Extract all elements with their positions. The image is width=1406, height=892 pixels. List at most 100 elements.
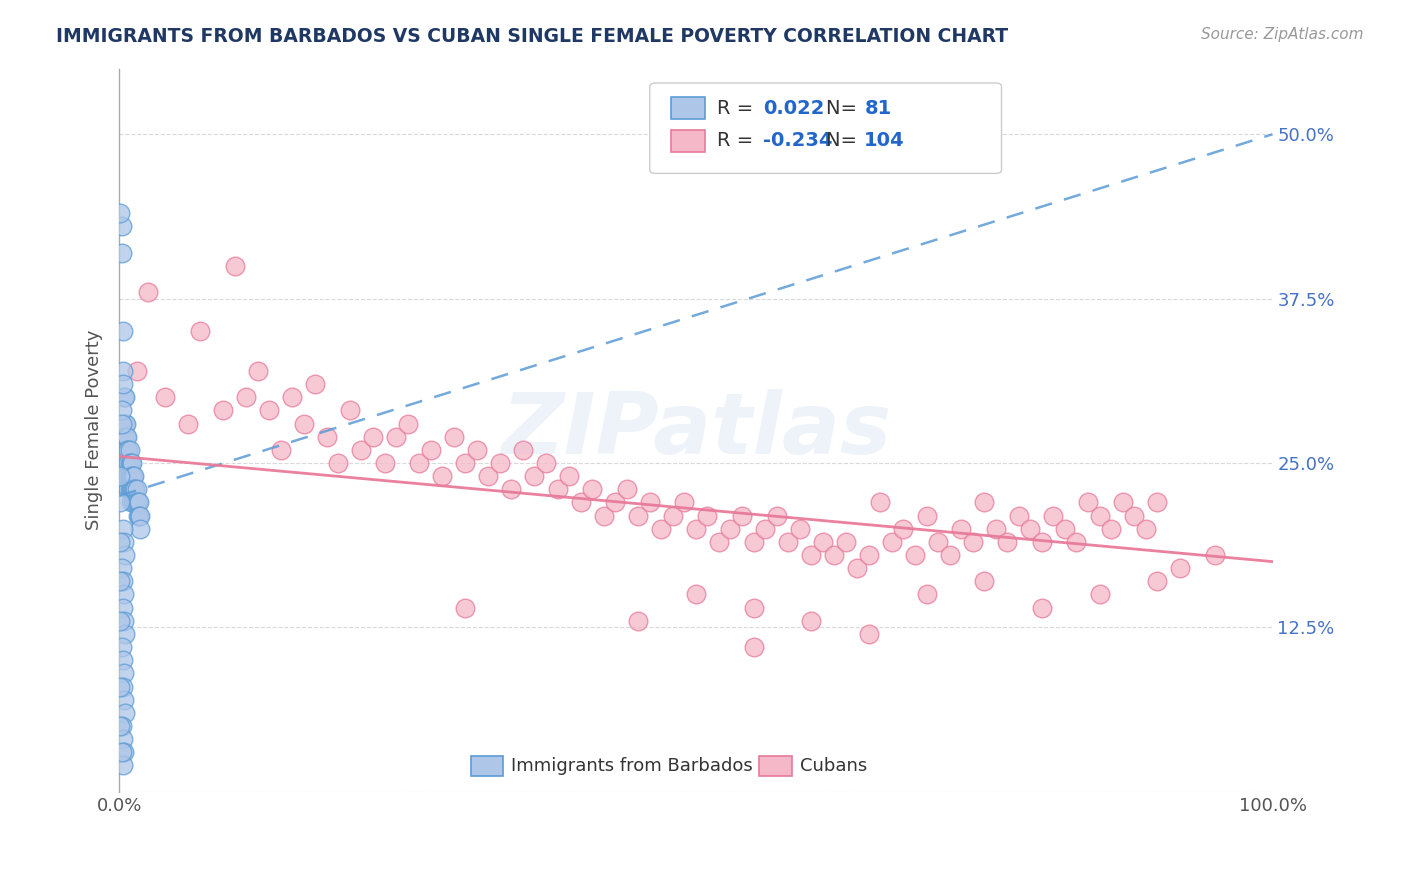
Point — [605, 495, 627, 509]
Point — [984, 522, 1007, 536]
Point — [1123, 508, 1146, 523]
Point — [373, 456, 395, 470]
Point — [118, 456, 141, 470]
Point — [110, 245, 132, 260]
Point — [1111, 495, 1133, 509]
Point — [950, 522, 973, 536]
Point — [558, 469, 581, 483]
Point — [111, 732, 134, 747]
Point — [120, 495, 142, 509]
Point — [117, 430, 139, 444]
Point — [110, 206, 132, 220]
Point — [962, 534, 984, 549]
Point — [117, 456, 139, 470]
Point — [128, 508, 150, 523]
Point — [1088, 587, 1111, 601]
Point — [115, 456, 138, 470]
Point — [616, 483, 638, 497]
Point — [110, 574, 132, 589]
Point — [720, 522, 742, 536]
Point — [120, 483, 142, 497]
Point — [110, 469, 132, 483]
Point — [118, 483, 141, 497]
Point — [111, 600, 134, 615]
Point — [811, 534, 834, 549]
Point — [938, 548, 960, 562]
Point — [112, 430, 135, 444]
Point — [454, 600, 477, 615]
Point — [122, 469, 145, 483]
Point — [114, 548, 136, 562]
Point — [927, 534, 949, 549]
Point — [122, 495, 145, 509]
Y-axis label: Single Female Poverty: Single Female Poverty — [86, 330, 103, 531]
Point — [110, 534, 132, 549]
Point — [112, 666, 135, 681]
Point — [523, 469, 546, 483]
Point — [127, 508, 149, 523]
Point — [973, 495, 995, 509]
Point — [1019, 522, 1042, 536]
Point — [125, 364, 148, 378]
Point — [111, 680, 134, 694]
FancyBboxPatch shape — [759, 756, 792, 776]
Point — [973, 574, 995, 589]
Text: -0.234: -0.234 — [763, 131, 832, 151]
Point — [110, 403, 132, 417]
Point — [408, 456, 430, 470]
Point — [1168, 561, 1191, 575]
Point — [1008, 508, 1031, 523]
Point — [835, 534, 858, 549]
Point — [124, 495, 146, 509]
FancyBboxPatch shape — [650, 83, 1001, 173]
Point — [112, 745, 135, 759]
Point — [110, 561, 132, 575]
Point — [858, 548, 880, 562]
Point — [111, 653, 134, 667]
FancyBboxPatch shape — [671, 97, 706, 120]
Point — [224, 259, 246, 273]
Point — [114, 706, 136, 720]
Point — [124, 483, 146, 497]
Point — [110, 219, 132, 234]
Point — [350, 442, 373, 457]
Point — [754, 522, 776, 536]
Point — [117, 442, 139, 457]
Text: Cubans: Cubans — [800, 756, 868, 774]
Point — [121, 469, 143, 483]
Point — [112, 534, 135, 549]
Point — [114, 456, 136, 470]
Point — [765, 508, 787, 523]
Point — [127, 495, 149, 509]
Point — [122, 469, 145, 483]
Point — [122, 483, 145, 497]
Point — [627, 508, 650, 523]
Point — [115, 430, 138, 444]
Text: 0.022: 0.022 — [763, 99, 824, 118]
Point — [281, 390, 304, 404]
Point — [685, 522, 707, 536]
Point — [501, 483, 523, 497]
Point — [430, 469, 453, 483]
Point — [136, 285, 159, 299]
Point — [696, 508, 718, 523]
Point — [110, 680, 132, 694]
Point — [1088, 508, 1111, 523]
Point — [1146, 495, 1168, 509]
Point — [742, 534, 765, 549]
Point — [111, 364, 134, 378]
Point — [114, 627, 136, 641]
Point — [893, 522, 915, 536]
Point — [129, 508, 152, 523]
Point — [111, 758, 134, 772]
Point — [385, 430, 408, 444]
Point — [112, 692, 135, 706]
Point — [111, 574, 134, 589]
Point — [707, 534, 730, 549]
Point — [110, 719, 132, 733]
Point — [454, 456, 477, 470]
Point — [110, 745, 132, 759]
Point — [120, 456, 142, 470]
Point — [270, 442, 292, 457]
Point — [111, 325, 134, 339]
